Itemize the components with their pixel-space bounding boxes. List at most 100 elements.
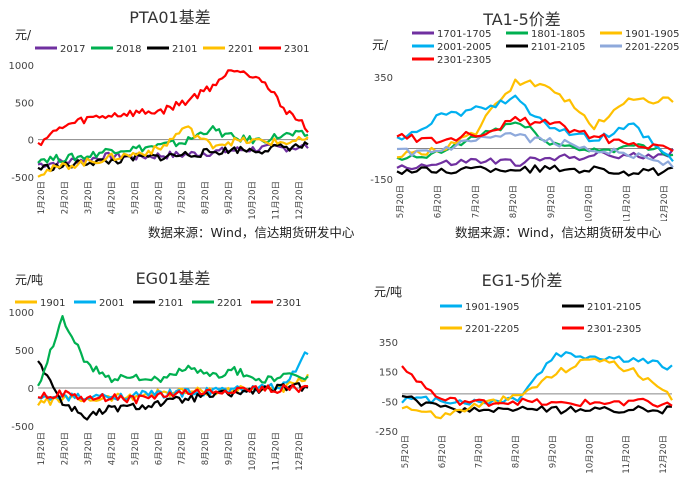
x-tick-label: 6月20日 [154, 432, 164, 465]
x-tick-label: 9月20日 [225, 432, 235, 465]
series-line-2201 [37, 125, 309, 178]
series-line-2201 [37, 314, 309, 387]
x-tick-label: 11月20日 [622, 185, 632, 221]
legend-label: 2201 [217, 298, 242, 309]
y-tick-label: -500 [11, 422, 34, 433]
x-tick-label: 7月20日 [178, 432, 188, 465]
chart-eg01-basis: EG01基差 元/吨 -500 0 500 1000 1月20日 2月20日 3月20日 4月20… [5, 262, 315, 474]
x-tick-label: 10月20日 [585, 435, 595, 474]
chart-ta-1-5-spread: TA1-5价差元/ -150 350 5月20日 6月20日 7月20日 8月20日 9月20… [360, 3, 692, 224]
y-axis-unit: 元/吨 [15, 273, 43, 287]
legend-label: 2017 [60, 44, 85, 55]
x-tick-label: 1月20日 [37, 181, 47, 214]
x-tick-label: 12月20日 [660, 185, 670, 221]
data-source-left: 数据来源：Wind，信达期货研发中心 [148, 225, 355, 240]
x-tick-label: 8月20日 [509, 185, 519, 218]
y-tick-label: 1000 [9, 308, 34, 319]
x-tick-label: 5月20日 [396, 185, 406, 218]
series-line-2001-2005 [396, 94, 674, 162]
legend-label: 2301-2305 [437, 55, 492, 66]
legend-label: 2101 [158, 298, 183, 309]
y-tick-label: 150 [379, 368, 398, 379]
x-tick-label: 11月20日 [622, 435, 632, 474]
legend-label: 2301 [276, 298, 301, 309]
y-tick-label: -500 [11, 173, 34, 184]
legend-label: 2001-2005 [437, 42, 492, 53]
chart-pta01-basis: PTA01基差元/ -500 0 500 1000 1月20日 2月20日 3月20日 4月20… [5, 3, 315, 221]
x-tick-label: 5月20日 [131, 181, 141, 214]
y-tick-label: 0 [28, 136, 34, 147]
y-tick-label: -250 [375, 427, 398, 438]
x-tick-label: 7月20日 [471, 185, 481, 218]
x-tick-label: 1月20日 [37, 432, 47, 465]
x-tick-label: 6月20日 [434, 185, 444, 218]
x-tick-label: 9月20日 [225, 181, 235, 214]
x-tick-label: 5月20日 [401, 435, 411, 468]
legend-label: 2301-2305 [587, 324, 642, 335]
x-tick-label: 4月20日 [107, 181, 117, 214]
x-tick-label: 3月20日 [84, 432, 94, 465]
x-tick-label: 2月20日 [60, 432, 70, 465]
series-line-2101-2105 [396, 164, 674, 177]
y-tick-label: 500 [15, 346, 34, 357]
legend-label: 2001 [99, 298, 124, 309]
y-axis-unit: 元/ [15, 28, 32, 42]
legend-label: 1801-1805 [531, 29, 586, 40]
y-tick-label: 0 [28, 384, 34, 395]
legend-label: 1901 [40, 298, 65, 309]
series-line-2301 [37, 383, 309, 405]
legend-label: 1901-1905 [625, 29, 680, 40]
x-tick-label: 7月20日 [178, 181, 188, 214]
x-tick-label: 8月20日 [201, 181, 211, 214]
x-tick-label: 10月20日 [248, 432, 258, 471]
x-tick-label: 9月20日 [548, 435, 558, 468]
series-line-2301 [37, 69, 309, 147]
data-source-right: 数据来源：Wind，信达期货研发中心 [455, 225, 662, 240]
series-line-2017 [37, 143, 309, 168]
legend-label: 2101-2105 [587, 302, 642, 313]
y-axis-unit: 元/吨 [374, 285, 402, 299]
x-tick-label: 6月20日 [154, 181, 164, 214]
x-tick-label: 3月20日 [84, 181, 94, 214]
x-tick-label: 6月20日 [438, 435, 448, 468]
series-line-2101-2105 [401, 394, 673, 415]
x-tick-label: 9月20日 [547, 185, 557, 218]
x-tick-label: 11月20日 [272, 181, 282, 220]
y-tick-label: -150 [370, 175, 393, 186]
x-tick-label: 12月20日 [295, 181, 305, 220]
x-tick-label: 2月20日 [60, 181, 70, 214]
series-line-1901-1905 [401, 351, 673, 406]
chart-title: TA1-5价差 [482, 10, 561, 29]
chart-title: EG01基差 [136, 269, 211, 288]
legend-label: 2101-2105 [531, 42, 586, 53]
legend-label: 2101 [172, 44, 197, 55]
y-tick-label: 350 [379, 338, 398, 349]
y-tick-label: 350 [374, 73, 393, 84]
chart-eg-1-5-spread: EG1-5价差 元/吨 -250 -50 150 350 5月20日 6月20日 7月20日 8月… [360, 262, 692, 474]
legend-label: 2301 [284, 44, 309, 55]
x-tick-label: 11月20日 [272, 432, 282, 471]
series-line-2301-2305 [401, 365, 673, 408]
legend-label: 2201-2205 [625, 42, 680, 53]
x-tick-label: 10月20日 [248, 181, 258, 220]
y-tick-label: 1000 [9, 61, 34, 72]
x-tick-label: 12月20日 [659, 435, 669, 474]
x-tick-label: 10月20日 [585, 185, 595, 221]
y-tick-label: 500 [15, 98, 34, 109]
series-line-2201-2205 [396, 132, 674, 169]
chart-title: EG1-5价差 [482, 271, 563, 290]
x-tick-label: 5月20日 [131, 432, 141, 465]
series-line-2201-2205 [401, 357, 673, 420]
series-line-2101 [37, 360, 309, 421]
legend-label: 2018 [116, 44, 141, 55]
series-line-2301-2305 [396, 115, 674, 153]
series-line-1801-1805 [396, 121, 674, 161]
x-tick-label: 8月20日 [512, 435, 522, 468]
legend-label: 2201-2205 [465, 324, 520, 335]
x-tick-label: 7月20日 [475, 435, 485, 468]
legend-label: 2201 [228, 44, 253, 55]
x-tick-label: 12月20日 [295, 432, 305, 471]
chart-title: PTA01基差 [129, 8, 211, 27]
y-axis-unit: 元/ [372, 38, 389, 52]
legend-label: 1901-1905 [465, 302, 520, 313]
